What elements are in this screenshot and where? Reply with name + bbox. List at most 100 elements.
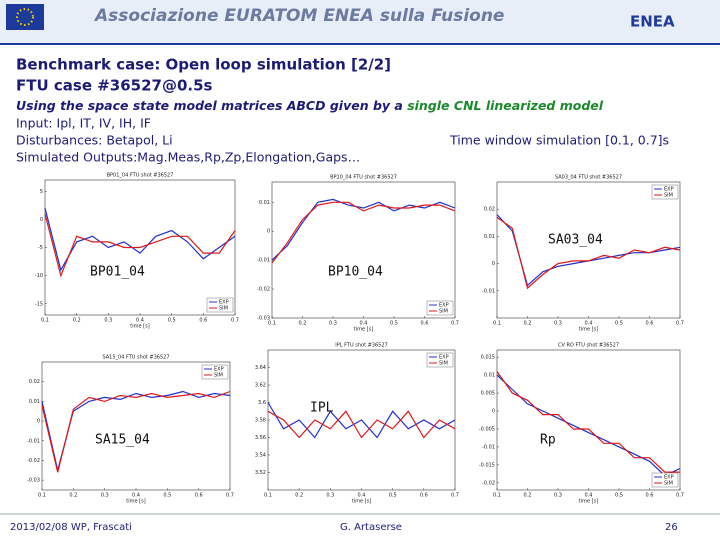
plot-area	[496, 349, 681, 491]
series-line	[44, 207, 236, 272]
y-tick-label: 0	[40, 217, 43, 223]
x-tick-label: 0.6	[195, 493, 203, 499]
y-tick-label: 3.62	[255, 383, 266, 389]
plot-title: BP10_04 FTU shot #36527	[330, 175, 397, 181]
subtitle-highlight: single CNL linearized model	[407, 98, 604, 113]
x-tick-label: 0.2	[295, 493, 303, 499]
x-tick-label: 0.1	[493, 321, 501, 327]
x-tick-label: 0.4	[585, 321, 593, 327]
disturbances: Disturbances: Betapol, Li	[16, 133, 173, 148]
legend-label: SIM	[439, 361, 448, 367]
title-line2: FTU case #36527@0.5s	[16, 77, 213, 95]
x-tick-label: 0.4	[132, 493, 140, 499]
plot-title: CV RO FTU shot #36527	[558, 343, 619, 349]
outputs: Simulated Outputs:Mag.Meas,Rp,Zp,Elongat…	[16, 150, 360, 165]
plot-title: BP01_04 FTU shot #36527	[107, 173, 174, 179]
y-tick-label: -0.02	[257, 287, 270, 293]
plot-title: SA03_04 FTU shot #36527	[555, 175, 622, 181]
y-tick-label: 0	[267, 229, 270, 235]
y-tick-label: 3.54	[255, 453, 266, 459]
x-tick-label: 0.5	[615, 493, 623, 499]
plot-title: IPL FTU shot #36527	[335, 343, 387, 349]
x-tick-label: 0.5	[163, 493, 171, 499]
legend-label: SIM	[439, 309, 448, 315]
x-tick-label: 0.3	[326, 493, 334, 499]
plot-area	[41, 361, 231, 491]
y-tick-label: -15	[35, 301, 43, 307]
x-tick-label: 0.1	[264, 493, 272, 499]
y-tick-label: -0.02	[482, 480, 495, 486]
plot-area	[496, 181, 681, 319]
legend-label: SIM	[219, 306, 228, 312]
footer-author: G. Artaserse	[340, 522, 402, 533]
input: Input: Ipl, IT, IV, IH, IF	[16, 116, 151, 131]
legend-label: SIM	[664, 481, 673, 487]
legend-label: SIM	[664, 193, 673, 199]
y-tick-label: 0.015	[481, 355, 495, 361]
y-tick-label: 0.02	[29, 379, 40, 385]
series-line	[496, 374, 681, 477]
y-tick-label: -0.03	[27, 478, 40, 484]
banner: Associazione EURATOM ENEA sulla Fusione	[93, 6, 504, 26]
y-tick-label: 0.02	[484, 207, 495, 213]
y-tick-label: 5	[40, 189, 43, 195]
plot-title: SA15_04 FTU shot #36527	[102, 355, 169, 361]
legend-label: SIM	[214, 373, 223, 379]
y-tick-label: -10	[35, 273, 43, 279]
x-axis-label: time [s]	[354, 327, 373, 333]
plot-annotation: SA15_04	[95, 433, 150, 448]
y-tick-label: 3.58	[255, 418, 266, 424]
plot-annotation: IPL	[310, 401, 334, 416]
x-tick-label: 0.6	[646, 321, 654, 327]
series-line	[44, 213, 236, 278]
x-tick-label: 0.6	[420, 493, 428, 499]
series-line	[271, 201, 456, 264]
x-tick-label: 0.2	[524, 493, 532, 499]
header-bar	[0, 0, 720, 44]
x-tick-label: 0.7	[676, 321, 684, 327]
x-axis-label: time [s]	[579, 499, 598, 505]
x-tick-label: 0.2	[524, 321, 532, 327]
x-tick-label: 0.3	[329, 321, 337, 327]
series-line	[496, 371, 680, 473]
x-axis-label: time [s]	[352, 499, 371, 505]
x-tick-label: 0.3	[554, 493, 562, 499]
series-line	[267, 410, 456, 439]
y-tick-label: -0.02	[27, 458, 40, 464]
subtitle: Using the space state model matrices ABC…	[16, 98, 604, 113]
x-tick-label: 0.1	[41, 318, 49, 324]
y-tick-label: -0.01	[27, 438, 40, 444]
x-tick-label: 0.7	[676, 493, 684, 499]
x-tick-label: 0.5	[168, 318, 176, 324]
legend-label: EXP	[219, 300, 229, 306]
y-tick-label: 0	[492, 409, 495, 415]
x-tick-label: 0.6	[199, 318, 207, 324]
x-tick-label: 0.4	[360, 321, 368, 327]
x-tick-label: 0.4	[585, 493, 593, 499]
y-tick-label: 0.01	[29, 399, 40, 405]
x-tick-label: 0.2	[299, 321, 307, 327]
series-line	[267, 402, 456, 439]
series-line	[496, 216, 681, 290]
footer-page: 26	[665, 522, 678, 533]
eu-flag	[6, 4, 44, 30]
x-tick-label: 0.3	[104, 318, 112, 324]
plot-annotation: SA03_04	[548, 233, 603, 248]
x-tick-label: 0.3	[101, 493, 109, 499]
x-tick-label: 0.6	[421, 321, 429, 327]
x-tick-label: 0.1	[268, 321, 276, 327]
y-tick-label: -0.01	[482, 444, 495, 450]
y-tick-label: 3.52	[255, 470, 266, 476]
y-tick-label: 0.01	[259, 200, 270, 206]
enea-logo: ENEA	[630, 13, 675, 31]
legend-label: EXP	[664, 187, 674, 193]
x-tick-label: 0.1	[493, 493, 501, 499]
footer-date: 2013/02/08 WP, Frascati	[10, 522, 132, 533]
x-tick-label: 0.5	[615, 321, 623, 327]
x-tick-label: 0.4	[358, 493, 366, 499]
y-tick-label: 3.56	[255, 435, 266, 441]
x-tick-label: 0.1	[38, 493, 46, 499]
plot-annotation: BP01_04	[90, 265, 145, 280]
x-tick-label: 0.2	[69, 493, 77, 499]
